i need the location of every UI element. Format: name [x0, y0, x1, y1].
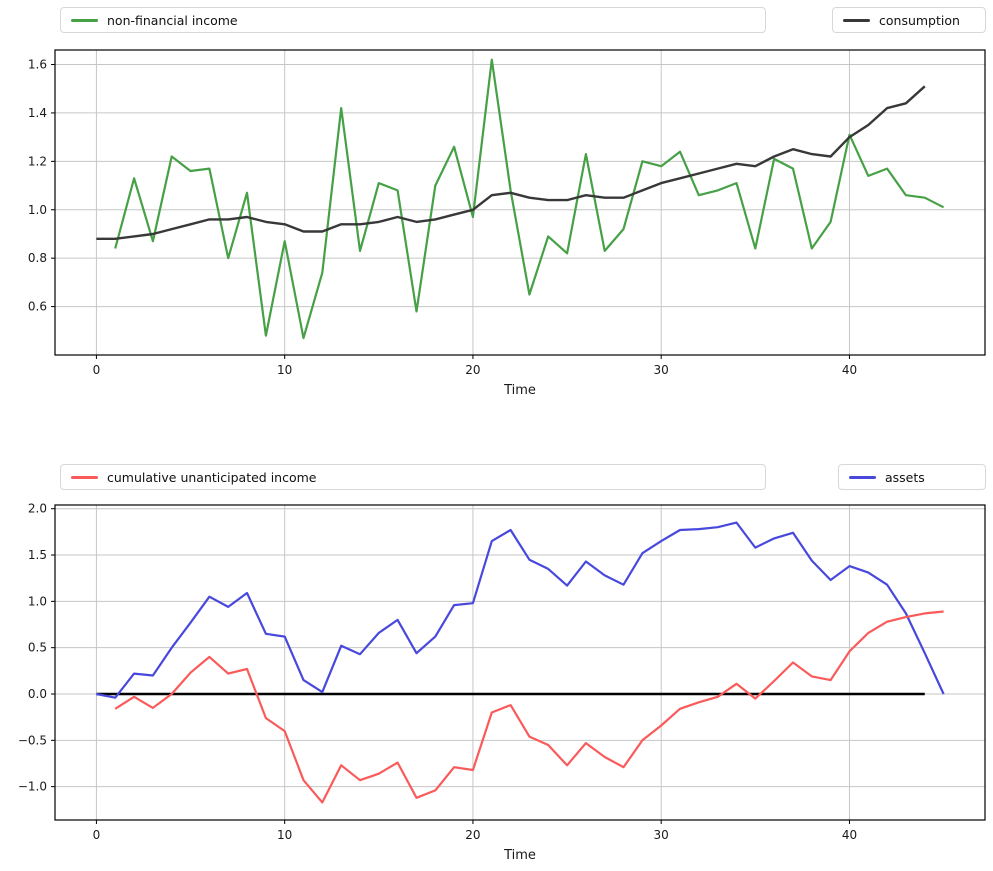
x-tick-label: 30	[654, 828, 669, 842]
x-tick-label: 20	[465, 363, 480, 377]
y-tick-label: 1.4	[28, 106, 47, 120]
y-tick-label: −0.5	[18, 733, 47, 747]
legend-assets: assets	[838, 464, 986, 490]
legend-consumption: consumption	[832, 7, 986, 33]
x-tick-label: 40	[842, 363, 857, 377]
axes-frame	[54, 49, 986, 356]
assets-legend-line	[849, 475, 876, 479]
x-tick-label: 10	[277, 828, 292, 842]
x-tick-label: 10	[277, 363, 292, 377]
y-tick-label: 1.0	[28, 594, 47, 608]
non-financial-income-legend-line	[71, 18, 98, 22]
non-financial-income-line	[114, 58, 945, 340]
x-tick-label: 20	[465, 828, 480, 842]
consumption-line	[96, 85, 926, 241]
legend-label-non-financial-income: non-financial income	[107, 12, 238, 28]
axes-frame	[54, 504, 986, 821]
x-tick-label: 0	[93, 828, 101, 842]
y-tick-label: 0.6	[28, 300, 47, 314]
x-axis-label: Time	[503, 383, 536, 398]
y-tick-label: 0.8	[28, 251, 47, 265]
legend-label-consumption: consumption	[879, 12, 960, 28]
legend-non-financial-income: non-financial income	[60, 7, 766, 33]
y-tick-label: 0.5	[28, 641, 47, 655]
cumulative-unanticipated-income-line	[114, 610, 944, 804]
y-tick-label: 1.6	[28, 58, 47, 72]
x-tick-label: 40	[842, 828, 857, 842]
income-assets-chart: 0 10 20 30 40 −1.0 −0.5 0.0 0.5 1.0 1.5 2.0 Time	[18, 502, 986, 863]
legend-label-cumulative-unanticipated-income: cumulative unanticipated income	[107, 469, 317, 485]
y-tick-label: 1.2	[28, 154, 47, 168]
y-tick-label: −1.0	[18, 780, 47, 794]
legend-cumulative-unanticipated-income: cumulative unanticipated income	[60, 464, 766, 490]
y-tick-label: 2.0	[28, 502, 47, 516]
x-tick-label: 0	[93, 363, 101, 377]
x-tick-label: 30	[654, 363, 669, 377]
income-consumption-chart: 0 10 20 30 40 0.6 0.8 1.0 1.2 1.4 1.6 Time	[28, 49, 986, 398]
consumption-legend-line	[843, 18, 870, 22]
x-axis-label: Time	[503, 848, 536, 863]
legend-label-assets: assets	[885, 469, 925, 485]
y-tick-label: 1.5	[28, 548, 47, 562]
cumulative-unanticipated-income-legend-line	[71, 475, 98, 479]
assets-line	[96, 521, 945, 699]
y-tick-label: 0.0	[28, 687, 47, 701]
y-tick-label: 1.0	[28, 203, 47, 217]
